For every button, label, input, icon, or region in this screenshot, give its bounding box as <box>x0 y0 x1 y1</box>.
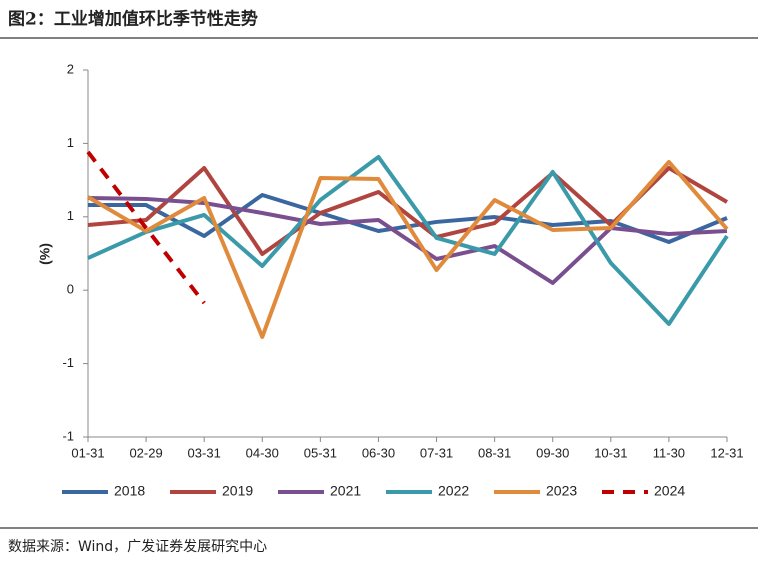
legend-label: 2022 <box>438 483 469 499</box>
x-tick-label: 06-30 <box>362 445 395 460</box>
y-tick-label: 1 <box>67 135 74 150</box>
y-tick-label: -1 <box>62 355 74 370</box>
source: 数据来源：Wind，广发证券发展研究中心 <box>8 539 267 555</box>
legend-label: 2019 <box>222 483 253 499</box>
chart-title: 图2：工业增加值环比季节性走势 <box>8 9 258 30</box>
x-tick-label: 07-31 <box>420 445 453 460</box>
series-line <box>86 159 729 339</box>
series-line <box>87 154 729 326</box>
y-axis-label: (%) <box>37 243 53 265</box>
legend-label: 2021 <box>330 483 361 499</box>
legend-label: 2018 <box>114 483 145 499</box>
y-tick-label: 2 <box>67 61 74 76</box>
x-tick-label: 09-30 <box>536 445 569 460</box>
x-tick-label: 05-31 <box>304 445 337 460</box>
x-tick-label: 08-31 <box>478 445 511 460</box>
legend-label: 2023 <box>546 483 577 499</box>
y-tick-label: 0 <box>67 282 74 297</box>
y-tick-label: -1 <box>62 428 74 443</box>
y-tick-label: 1 <box>67 208 74 223</box>
x-tick-label: 02-29 <box>129 445 162 460</box>
x-tick-label: 01-31 <box>71 445 104 460</box>
x-tick-label: 11-30 <box>653 445 685 460</box>
x-tick-label: 10-31 <box>594 445 627 460</box>
series-line <box>86 150 206 305</box>
x-tick-label: 04-30 <box>246 445 279 460</box>
x-tick-label: 12-31 <box>710 445 743 460</box>
x-tick-label: 03-31 <box>188 445 221 460</box>
legend-label: 2024 <box>654 483 685 499</box>
